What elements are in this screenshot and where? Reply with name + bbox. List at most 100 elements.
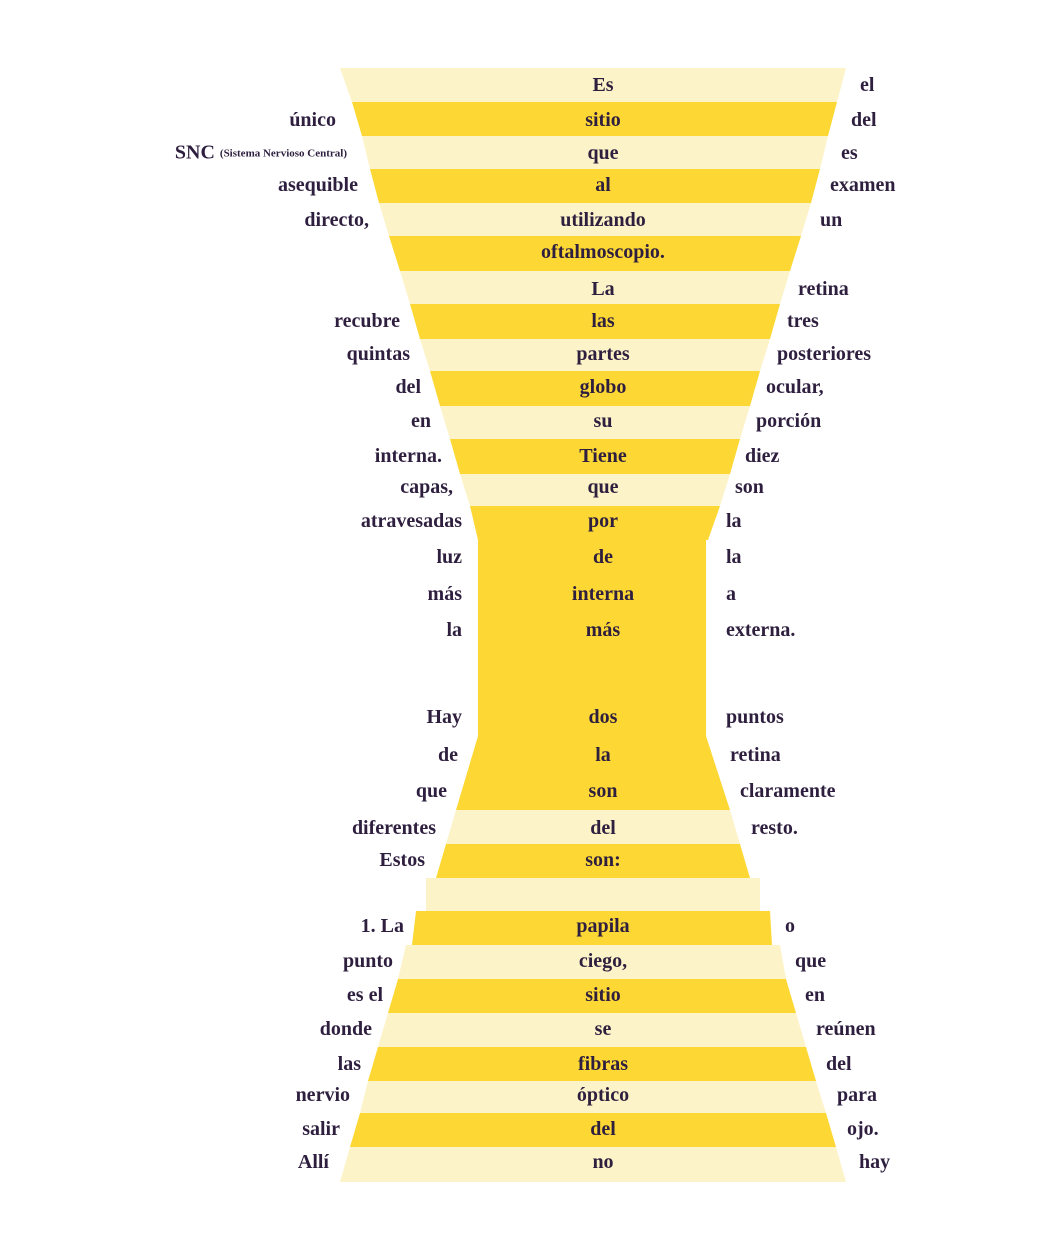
right-word: claramente: [740, 780, 836, 802]
band-19: [412, 911, 772, 945]
band-14: [478, 540, 706, 736]
left-word: más: [427, 583, 462, 605]
right-word: ojo.: [847, 1118, 879, 1140]
band-11: [450, 439, 740, 474]
band-3: [370, 169, 820, 203]
left-word: directo,: [304, 209, 369, 231]
right-word: retina: [730, 744, 781, 766]
right-word: retina: [798, 278, 849, 300]
band-6: [400, 271, 790, 304]
center-word: globo: [579, 376, 627, 398]
right-word: porción: [756, 410, 822, 432]
center-word: dos: [588, 706, 618, 728]
right-word: la: [726, 546, 742, 568]
right-word: o: [785, 915, 795, 937]
right-word: externa.: [726, 619, 796, 641]
right-word: para: [837, 1084, 877, 1106]
right-word: un: [820, 209, 843, 231]
left-word: quintas: [346, 343, 410, 365]
left-word: diferentes: [351, 817, 436, 839]
left-word-annotation: (Sistema Nervioso Central): [219, 147, 347, 160]
left-word: las: [337, 1053, 361, 1075]
center-word: al: [595, 174, 611, 196]
center-word: son: [588, 780, 618, 802]
center-word: interna: [571, 583, 635, 605]
center-word: Es: [592, 74, 614, 96]
right-word: tres: [787, 310, 819, 332]
center-word: más: [585, 619, 621, 641]
left-word: interna.: [374, 445, 442, 467]
center-word: fibras: [578, 1053, 628, 1075]
left-word: nervio: [295, 1084, 350, 1106]
right-word: el: [860, 74, 875, 96]
left-word: Hay: [426, 706, 462, 728]
band-2: [362, 136, 828, 169]
band-18: [426, 878, 760, 911]
center-word: se: [594, 1018, 612, 1040]
center-word: no: [592, 1151, 614, 1173]
band-26: [340, 1147, 846, 1182]
left-word: de: [438, 744, 458, 766]
center-word: su: [593, 410, 613, 432]
band-0: [340, 68, 846, 102]
left-word: recubre: [334, 310, 400, 332]
band-24: [360, 1081, 826, 1113]
band-7: [410, 304, 780, 339]
band-1: [352, 102, 837, 136]
left-word: salir: [302, 1118, 340, 1140]
right-word: en: [805, 984, 825, 1006]
left-word: que: [415, 780, 447, 802]
left-word: atravesadas: [360, 510, 462, 532]
left-word: Estos: [379, 849, 425, 871]
left-word: SNC (Sistema Nervioso Central): [175, 140, 347, 165]
right-word: a: [726, 583, 736, 605]
center-word: sitio: [585, 109, 621, 131]
center-word: las: [591, 310, 615, 332]
left-word: donde: [319, 1018, 372, 1040]
left-word: asequible: [277, 174, 358, 196]
right-word: reúnen: [816, 1018, 876, 1040]
band-21: [388, 979, 796, 1013]
center-word: del: [590, 817, 616, 839]
center-word: La: [591, 278, 615, 300]
center-word: utilizando: [560, 209, 646, 231]
left-word: del: [395, 376, 421, 398]
left-word: capas,: [400, 476, 453, 498]
left-word-main: SNC: [174, 141, 215, 164]
center-word: son:: [585, 849, 621, 871]
band-8: [420, 339, 770, 371]
left-word: punto: [342, 950, 393, 972]
right-word: que: [795, 950, 827, 972]
left-word: único: [289, 109, 336, 131]
left-word: luz: [436, 546, 462, 568]
band-10: [440, 406, 750, 439]
right-word: del: [826, 1053, 852, 1075]
center-word: papila: [576, 915, 630, 937]
band-13: [470, 506, 720, 540]
right-word: del: [851, 109, 877, 131]
band-25: [350, 1113, 836, 1147]
right-word: son: [735, 476, 764, 498]
band-12: [460, 474, 730, 506]
left-word: la: [446, 619, 462, 641]
right-word: diez: [745, 445, 780, 467]
band-15: [456, 736, 730, 810]
right-word: es: [841, 142, 858, 164]
right-word: examen: [830, 174, 896, 196]
band-4: [379, 203, 811, 236]
right-word: la: [726, 510, 742, 532]
center-word: por: [588, 510, 618, 532]
band-22: [378, 1013, 806, 1047]
center-word: del: [590, 1118, 616, 1140]
right-word: resto.: [751, 817, 798, 839]
band-5: [389, 236, 801, 271]
left-word: 1. La: [360, 915, 404, 937]
left-word: es el: [346, 984, 383, 1006]
band-20: [398, 945, 786, 979]
band-23: [368, 1047, 816, 1081]
center-word: sitio: [585, 984, 621, 1006]
center-word: que: [587, 142, 619, 164]
right-word: ocular,: [766, 376, 824, 398]
